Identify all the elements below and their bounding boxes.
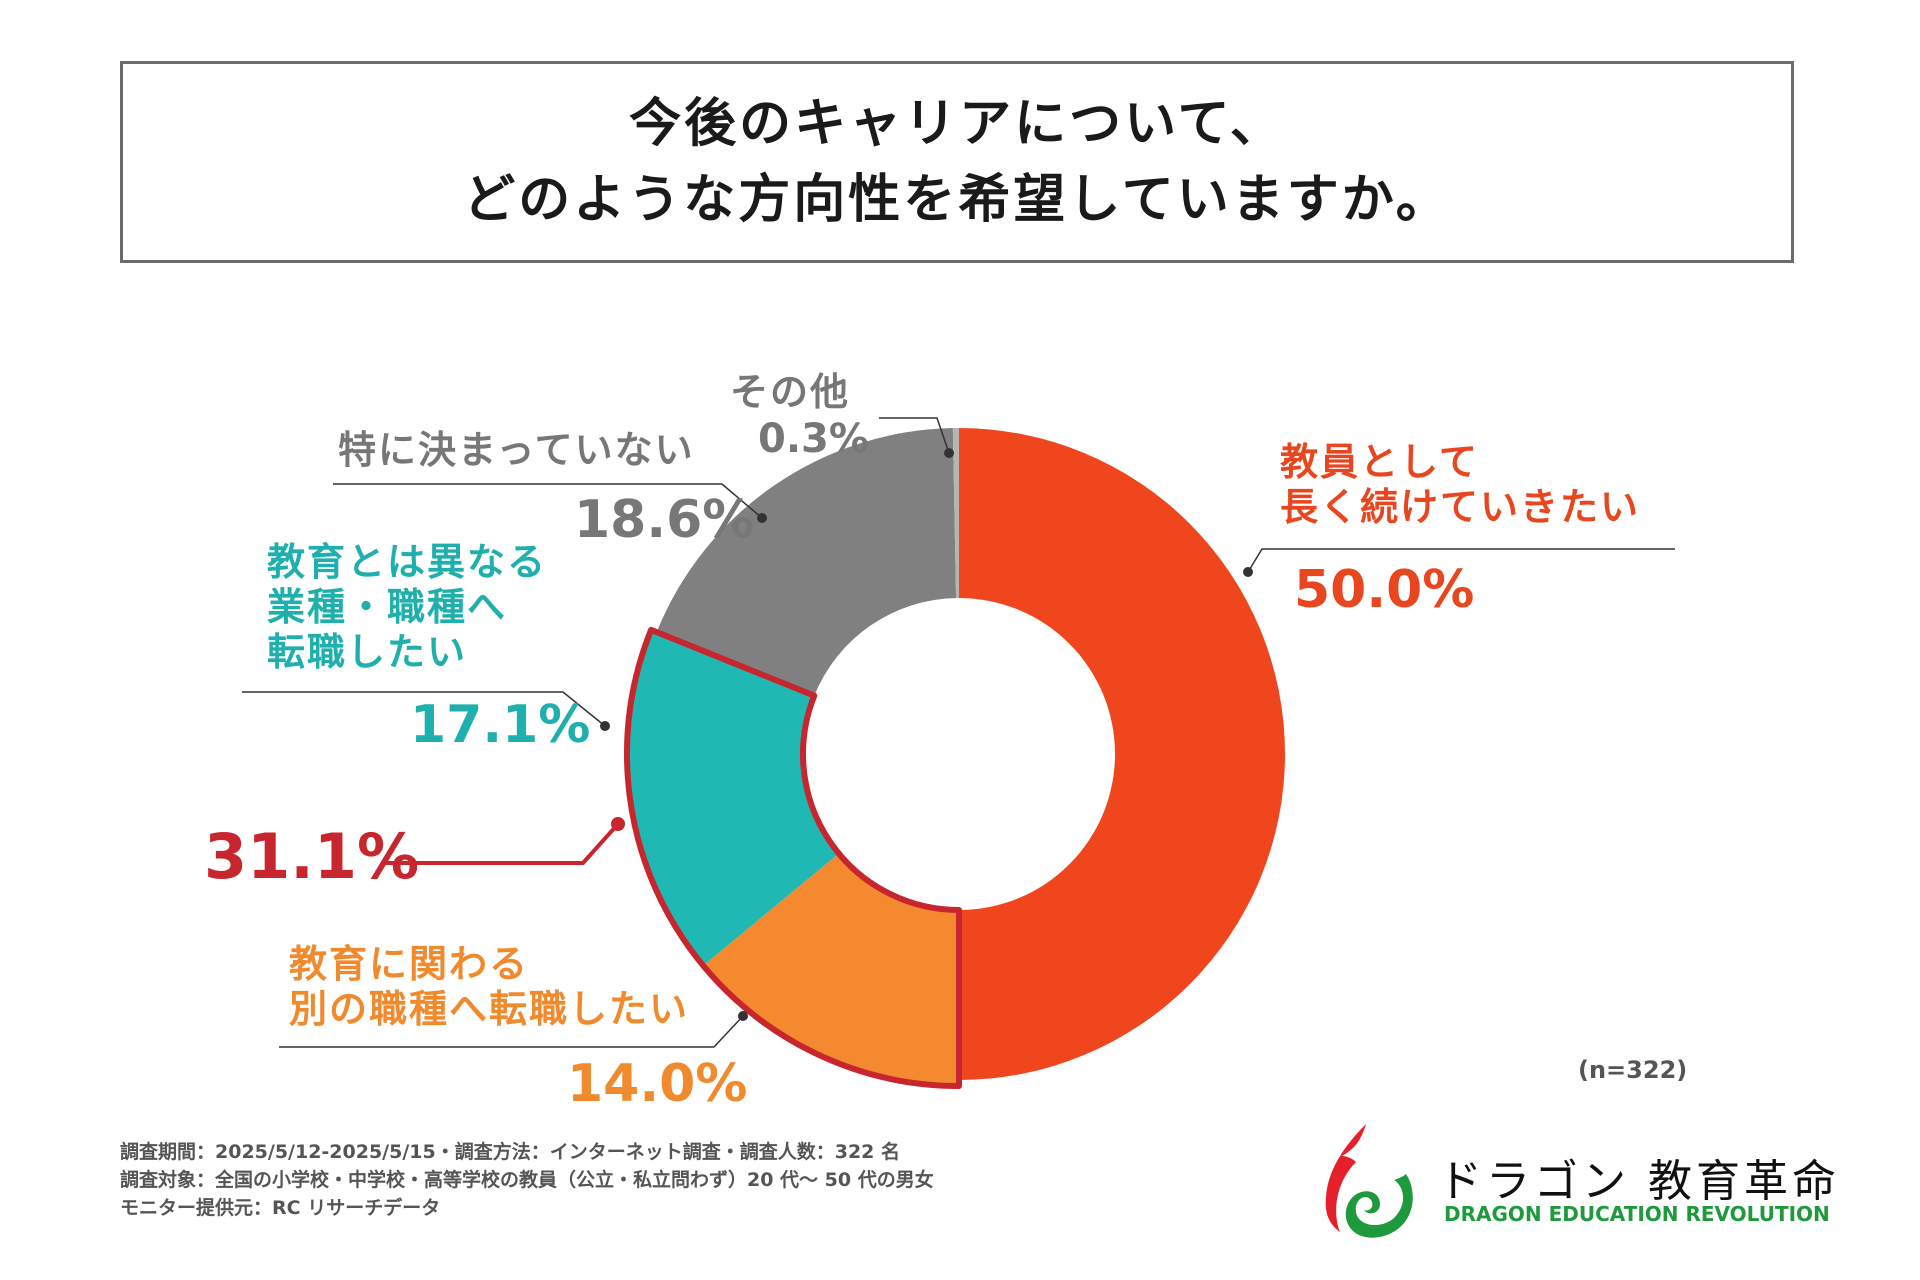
- leader-stay-teacher: [1247, 548, 1675, 573]
- leader-undecided: [333, 483, 763, 519]
- leader-different-industry-dot: [600, 721, 610, 731]
- leader-highlight-dot: [611, 817, 625, 831]
- value-education-related: 14.0%: [567, 1054, 748, 1114]
- donut-slice: [656, 428, 957, 696]
- survey-target: 調査対象：全国の小学校・中学校・高等学校の教員（公立・私立問わず）20 代～ 5…: [120, 1169, 934, 1191]
- value-stay-teacher: 50.0%: [1294, 560, 1475, 620]
- label-line: 業種・職種へ: [267, 585, 508, 629]
- label-other: その他: [730, 370, 851, 414]
- value-other: 0.3%: [758, 416, 869, 462]
- value-different-industry: 17.1%: [410, 695, 591, 755]
- donut-slice: [626, 629, 839, 966]
- donut-slice: [703, 853, 959, 1086]
- donut-slice: [959, 428, 1285, 1080]
- survey-period: 調査期間：2025/5/12-2025/5/15・調査方法：インターネット調査・…: [120, 1141, 901, 1163]
- highlight-outline: [624, 626, 962, 1089]
- label-education-related: 教育に関わる 別の職種へ転職したい: [289, 942, 689, 1032]
- leader-undecided-dot: [757, 513, 767, 523]
- logo-text-en: DRAGON EDUCATION REVOLUTION: [1444, 1202, 1830, 1226]
- survey-provider: モニター提供元：RC リサーチデータ: [120, 1197, 441, 1219]
- title-line-2: どのような方向性を希望していますか。: [463, 170, 1451, 230]
- value-undecided: 18.6%: [574, 490, 755, 550]
- leader-highlight: [382, 822, 620, 865]
- leader-other-dot: [944, 448, 954, 458]
- leader-different-industry: [242, 691, 606, 727]
- label-stay-teacher: 教員として 長く続けていきたい: [1280, 440, 1640, 530]
- label-different-industry: 教育とは異なる 業種・職種へ 転職したい: [267, 540, 547, 675]
- label-line: 教育に関わる: [289, 942, 530, 986]
- label-line: 長く続けていきたい: [1280, 485, 1641, 529]
- leader-other: [879, 417, 950, 454]
- donut-slice: [952, 428, 959, 599]
- logo-text-jp: ドラゴン 教育革命: [1438, 1156, 1840, 1207]
- label-line: 教育とは異なる: [267, 540, 548, 584]
- sample-size: (n=322): [1578, 1056, 1688, 1084]
- label-line: 別の職種へ転職したい: [289, 987, 690, 1031]
- survey-notes: 調査期間：2025/5/12-2025/5/15・調査方法：インターネット調査・…: [120, 1138, 934, 1222]
- highlight-value: 31.1%: [204, 820, 420, 893]
- title-line-1: 今後のキャリアについて、: [629, 94, 1285, 154]
- leader-stay-teacher-dot: [1243, 567, 1253, 577]
- label-line: 教員として: [1280, 440, 1479, 484]
- label-undecided: 特に決まっていない: [338, 428, 695, 472]
- dragon-logo-icon: [1325, 1124, 1413, 1238]
- label-line: 転職したい: [267, 630, 468, 674]
- leader-education-related-dot: [738, 1011, 748, 1021]
- title-box: 今後のキャリアについて、 どのような方向性を希望していますか。: [120, 61, 1794, 263]
- leader-education-related: [279, 1015, 744, 1048]
